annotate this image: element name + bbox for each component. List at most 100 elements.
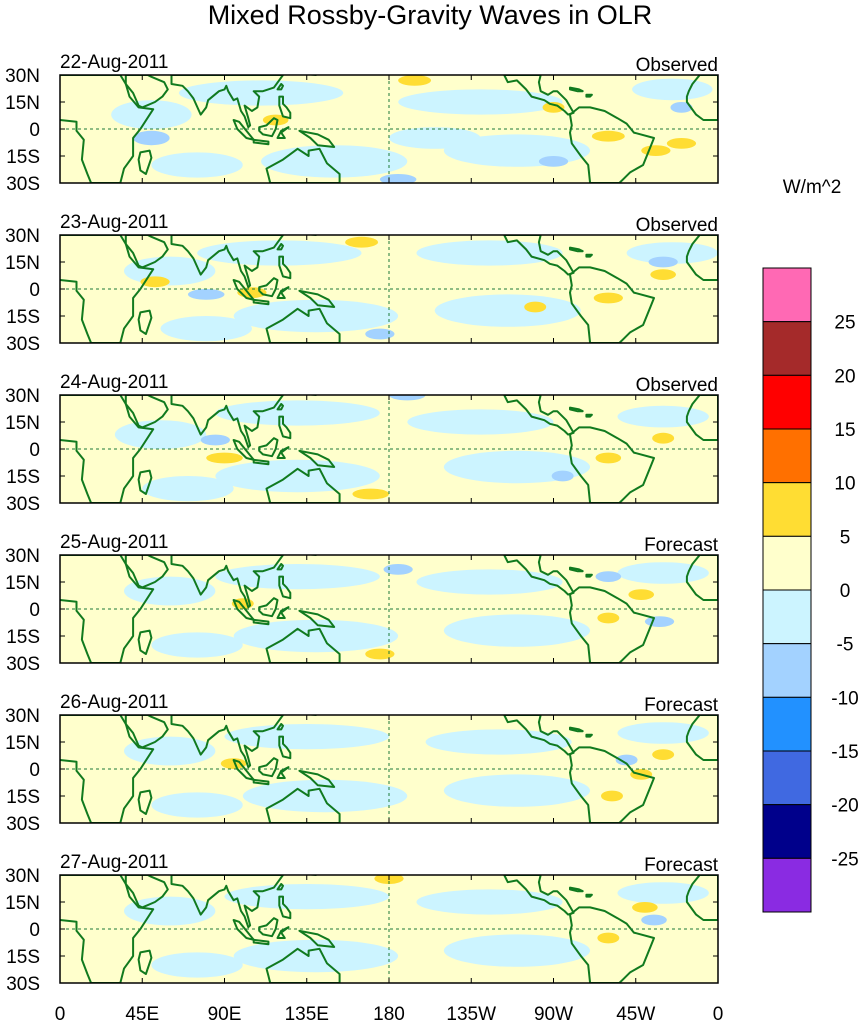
olr-anomaly-area bbox=[133, 130, 170, 146]
olr-anomaly-area bbox=[261, 145, 408, 178]
coastline bbox=[265, 147, 341, 183]
olr-anomaly-area bbox=[407, 409, 554, 435]
coastline bbox=[265, 947, 341, 983]
olr-anomaly-area bbox=[123, 576, 216, 606]
olr-anomaly-area bbox=[224, 884, 389, 910]
olr-anomaly-area bbox=[615, 754, 638, 766]
coastline bbox=[258, 117, 279, 138]
lat-tick-label: 0 bbox=[29, 760, 40, 781]
coastline bbox=[137, 789, 153, 815]
coastline bbox=[124, 555, 169, 589]
coastline bbox=[258, 597, 279, 618]
map-panel: 26-Aug-2011 Forecast 30N 15N 0 15S 30S bbox=[5, 692, 719, 835]
coastline bbox=[252, 938, 270, 946]
olr-anomaly-area bbox=[617, 722, 709, 744]
coastline bbox=[585, 573, 593, 578]
colorbar-swatch bbox=[762, 696, 812, 752]
olr-anomaly-area bbox=[617, 882, 709, 904]
coastline bbox=[503, 875, 575, 916]
coastline bbox=[298, 769, 336, 788]
coastline bbox=[305, 395, 317, 396]
coastline bbox=[170, 555, 284, 609]
coastline bbox=[298, 289, 336, 308]
coastline bbox=[258, 437, 279, 458]
lat-tick-label: 0 bbox=[29, 280, 40, 301]
olr-anomaly-area bbox=[151, 792, 243, 818]
olr-anomaly-area bbox=[443, 774, 591, 807]
olr-anomaly-area bbox=[416, 240, 563, 266]
colorbar-swatch bbox=[762, 589, 812, 645]
map-panel: 22-Aug-2011 Observed 30N 15N 0 15S 30S bbox=[5, 52, 719, 195]
coastline bbox=[137, 949, 153, 975]
coastline bbox=[585, 733, 593, 738]
olr-anomaly-area bbox=[123, 896, 216, 926]
panel-date: 23-Aug-2011 bbox=[60, 212, 168, 233]
coastline bbox=[276, 126, 290, 139]
olr-anomaly-area bbox=[389, 395, 426, 401]
olr-anomaly-area bbox=[206, 452, 243, 464]
olr-anomaly-area bbox=[416, 569, 563, 595]
colorbar-swatch bbox=[762, 374, 812, 430]
coastline bbox=[60, 715, 155, 823]
map-field bbox=[60, 395, 718, 503]
coastline bbox=[278, 735, 292, 760]
panel-kind: Forecast bbox=[644, 855, 719, 876]
olr-anomaly-area bbox=[628, 589, 655, 600]
coastline bbox=[170, 715, 284, 769]
lat-tick-label: 15N bbox=[5, 413, 40, 434]
coastline bbox=[585, 93, 593, 98]
olr-anomaly-area bbox=[670, 102, 693, 113]
panel-date: 26-Aug-2011 bbox=[60, 692, 168, 713]
olr-anomaly-area bbox=[597, 932, 620, 944]
coastline bbox=[569, 586, 655, 663]
lat-tick-label: 30S bbox=[6, 814, 40, 835]
coastline bbox=[137, 629, 153, 655]
coastline bbox=[276, 243, 284, 251]
coastline bbox=[258, 757, 279, 778]
olr-anomaly-area bbox=[593, 292, 623, 304]
lat-tick-label: 15N bbox=[5, 253, 40, 274]
olr-anomaly-area bbox=[398, 89, 563, 115]
lat-tick-label: 30S bbox=[6, 174, 40, 195]
coastline bbox=[124, 395, 169, 429]
colorbar-swatch bbox=[762, 804, 812, 859]
panel-kind: Forecast bbox=[644, 535, 719, 556]
olr-anomaly-area bbox=[123, 736, 216, 766]
olr-anomaly-area bbox=[626, 242, 718, 264]
coastline bbox=[585, 413, 593, 418]
coastline bbox=[137, 309, 153, 335]
colorbar-swatch bbox=[762, 535, 812, 591]
olr-anomaly-area bbox=[617, 562, 709, 584]
coastline bbox=[503, 395, 575, 436]
coastline bbox=[298, 929, 336, 948]
coastline bbox=[685, 395, 718, 441]
colorbar-label: 5 bbox=[840, 527, 851, 548]
colorbar-swatch bbox=[762, 428, 812, 484]
olr-anomaly-area bbox=[178, 80, 344, 106]
coastline bbox=[60, 75, 155, 183]
olr-anomaly-area bbox=[365, 328, 395, 340]
coastline bbox=[60, 235, 155, 343]
coastline bbox=[569, 726, 584, 733]
panel-date: 22-Aug-2011 bbox=[60, 52, 168, 73]
lat-tick-label: 15N bbox=[5, 733, 40, 754]
olr-anomaly-area bbox=[187, 289, 225, 300]
coastline bbox=[278, 255, 292, 280]
coastline bbox=[585, 893, 593, 898]
coastline bbox=[137, 469, 153, 495]
olr-anomaly-area bbox=[595, 571, 622, 582]
colorbar-label: -15 bbox=[831, 742, 858, 763]
lon-tick-label: 0 bbox=[55, 1004, 66, 1023]
olr-anomaly-area bbox=[601, 790, 623, 802]
colorbar-label: 20 bbox=[834, 366, 855, 387]
coastline bbox=[685, 235, 718, 281]
coastline bbox=[232, 919, 255, 941]
coastline bbox=[232, 439, 255, 461]
coastline bbox=[278, 575, 292, 600]
coastline bbox=[276, 926, 290, 939]
olr-anomaly-area bbox=[220, 758, 247, 769]
coastline bbox=[276, 723, 284, 731]
panel-kind: Observed bbox=[636, 375, 718, 396]
colorbar-label: -5 bbox=[837, 635, 854, 656]
